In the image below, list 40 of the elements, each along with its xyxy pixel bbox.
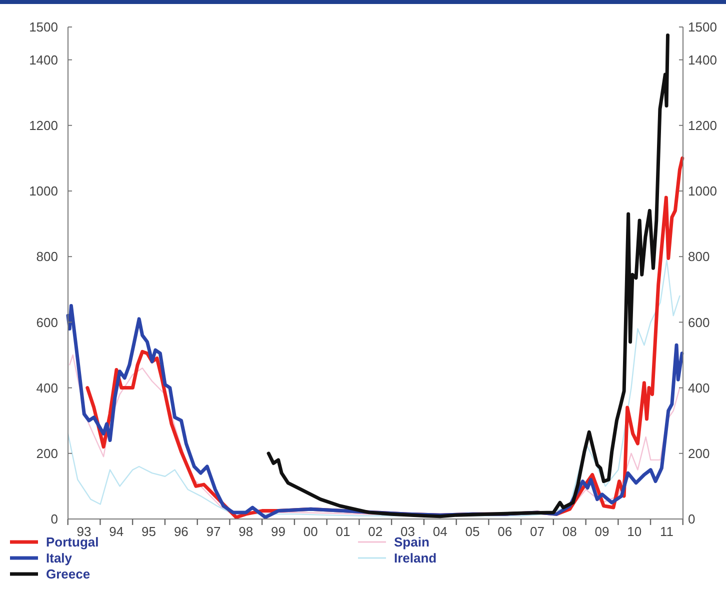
- y-tick-label: 1400: [29, 52, 58, 68]
- y2-tick-label: 200: [688, 446, 710, 461]
- x-tick-label: 10: [627, 524, 642, 539]
- x-tick-label: 06: [498, 524, 512, 539]
- x-tick-label: 96: [174, 524, 188, 539]
- x-tick-label: 00: [303, 524, 318, 539]
- x-tick-label: 94: [109, 524, 124, 539]
- y2-tick-label: 1500: [688, 20, 717, 35]
- line-series: [266, 33, 670, 518]
- legend-label: Ireland: [394, 550, 437, 566]
- x-tick-label: 09: [594, 524, 610, 539]
- y-tick-label: 1500: [29, 20, 58, 35]
- y2-tick-label: 0: [688, 512, 696, 527]
- y2-tick-label: 800: [688, 249, 710, 264]
- x-tick-label: 05: [465, 524, 480, 539]
- x-tick-label: 11: [660, 524, 674, 539]
- x-tick-label: 07: [530, 524, 544, 539]
- y-tick-label: 0: [50, 512, 58, 527]
- x-tick-label: 95: [142, 524, 156, 539]
- legend-label: Italy: [46, 550, 73, 566]
- y2-tick-label: 1200: [688, 118, 717, 133]
- y2-tick-label: 400: [688, 380, 710, 396]
- x-tick-label: 99: [270, 524, 286, 539]
- x-tick-label: 98: [238, 524, 254, 539]
- y2-tick-label: 600: [688, 314, 710, 330]
- x-tick-label: 97: [206, 524, 221, 539]
- x-tick-label: 04: [432, 524, 448, 539]
- x-tick-label: 01: [336, 524, 350, 539]
- y-tick-label: 200: [36, 446, 58, 461]
- y-tick-label: 400: [36, 380, 58, 396]
- x-tick-label: 93: [76, 524, 92, 539]
- legend-label: Greece: [46, 566, 90, 582]
- y-tick-label: 600: [36, 314, 58, 330]
- x-tick-label: 02: [368, 524, 383, 539]
- y-tick-label: 1000: [29, 184, 58, 199]
- y2-tick-label: 1000: [688, 184, 717, 199]
- y2-tick-label: 1400: [688, 52, 717, 68]
- y-tick-label: 800: [36, 249, 58, 264]
- x-tick-label: 08: [562, 524, 577, 539]
- y-tick-label: 1200: [29, 118, 58, 133]
